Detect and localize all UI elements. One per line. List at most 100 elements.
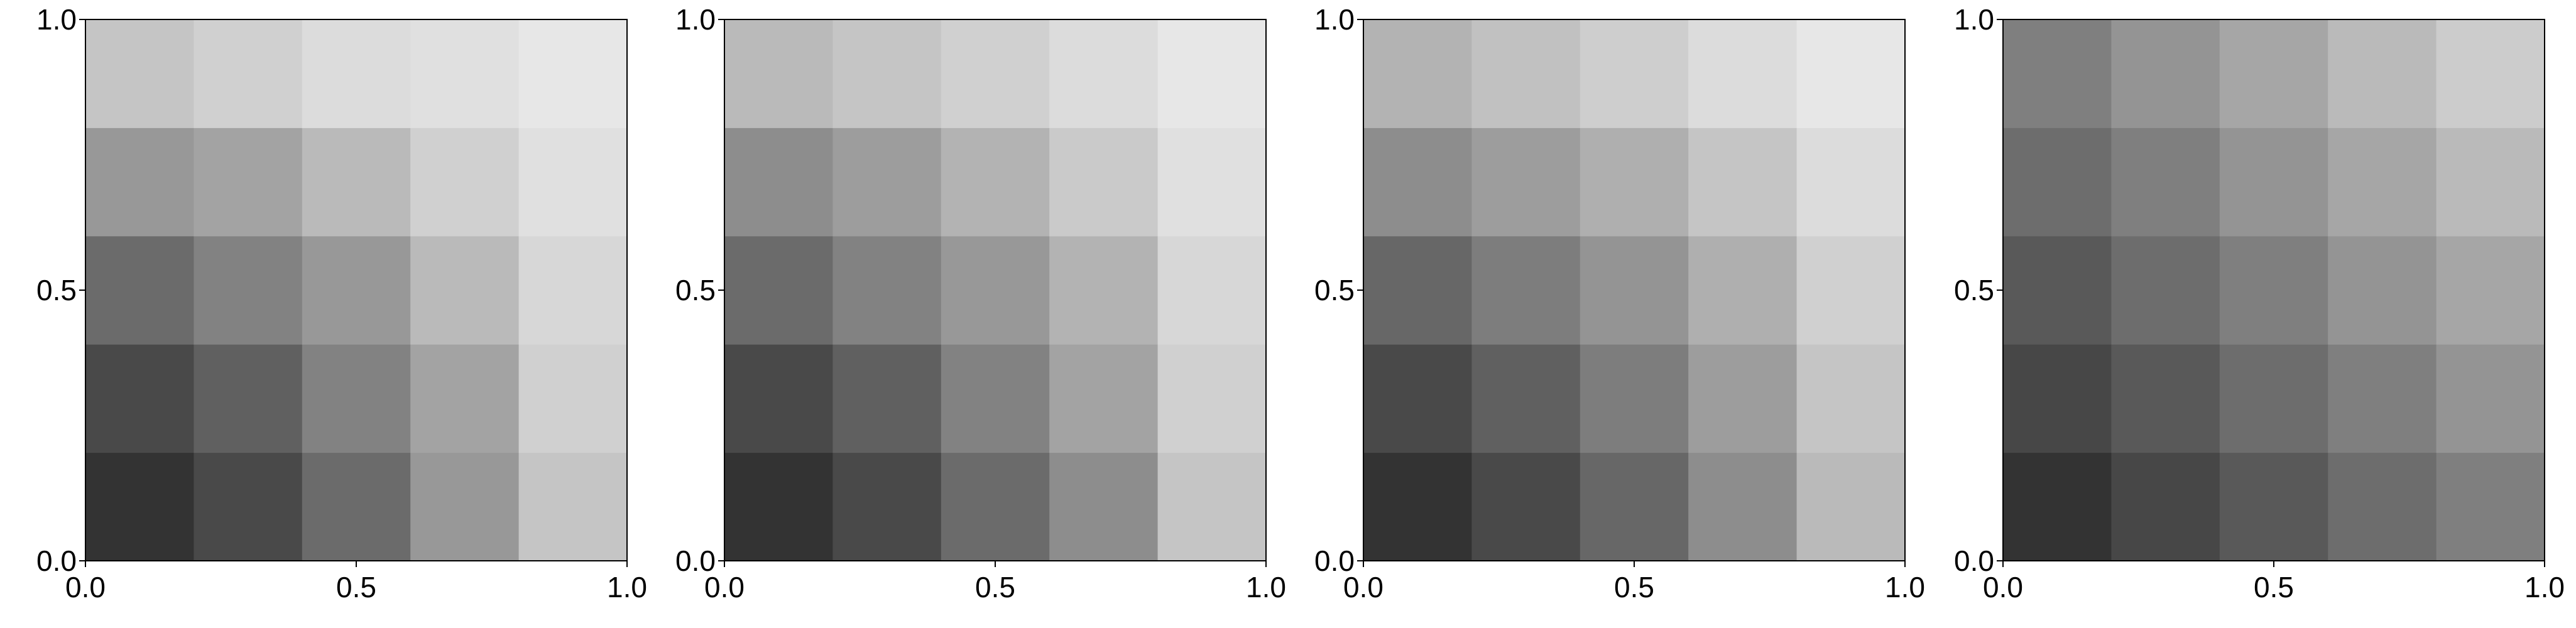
heatmap-cell (302, 236, 411, 345)
heatmap-cell (1471, 452, 1581, 561)
x-tick-label: 0.5 (2254, 571, 2294, 604)
heatmap-cell (1580, 344, 1689, 453)
heatmap-cell (1688, 452, 1798, 561)
heatmap-cell (2328, 127, 2437, 237)
heatmap-cell (85, 452, 194, 561)
heatmap-cell (2003, 452, 2112, 561)
heatmap-cell (1157, 127, 1267, 237)
heatmap-cell (1049, 127, 1159, 237)
heatmap-cell (2219, 452, 2328, 561)
heatmap-cell (302, 452, 411, 561)
heatmap-cell (518, 127, 628, 237)
x-tick-label: 0.5 (336, 571, 376, 604)
heatmap-cell (518, 236, 628, 345)
heatmap-cell (194, 19, 303, 128)
heatmap-cell (1580, 452, 1689, 561)
heatmap-cell (2003, 236, 2112, 345)
heatmap-cell (302, 344, 411, 453)
y-tick-label: 1.0 (1314, 3, 1355, 36)
heatmap-cell (832, 452, 942, 561)
heatmap-cell (194, 236, 303, 345)
heatmap-cell (941, 127, 1050, 237)
y-tick-label: 0.0 (36, 544, 77, 577)
heatmap-cell (724, 19, 833, 128)
heatmap-cell (1363, 236, 1472, 345)
heatmap-cell (832, 127, 942, 237)
heatmap-cell (2003, 127, 2112, 237)
heatmap-cell (1471, 236, 1581, 345)
y-tick-label: 0.0 (1314, 544, 1355, 577)
x-tick-label: 0.0 (704, 571, 745, 604)
heatmap-cell (194, 452, 303, 561)
x-tick-label: 0.0 (1343, 571, 1384, 604)
heatmap-cell (2111, 344, 2220, 453)
heatmap-cell (1688, 19, 1798, 128)
y-tick-label: 1.0 (675, 3, 716, 36)
y-tick-label: 0.5 (1954, 274, 1994, 306)
heatmap-cell (1796, 127, 1906, 237)
y-tick-label: 0.0 (675, 544, 716, 577)
heatmap-cell (85, 236, 194, 345)
heatmap-cell (1580, 19, 1689, 128)
heatmap-cell (1688, 236, 1798, 345)
x-tick-label: 0.0 (1983, 571, 2023, 604)
heatmap-cell (302, 127, 411, 237)
heatmap-cell (1049, 19, 1159, 128)
heatmap-cell (2219, 19, 2328, 128)
heatmap-cell (1471, 19, 1581, 128)
heatmap-cell (1796, 452, 1906, 561)
heatmap-cell (410, 19, 520, 128)
heatmap-cell (1049, 236, 1159, 345)
heatmap-cell (2436, 19, 2545, 128)
heatmap-cell (941, 19, 1050, 128)
y-tick-label: 0.5 (675, 274, 716, 306)
heatmap-cell (2436, 127, 2545, 237)
heatmap-cell (724, 344, 833, 453)
heatmap-cell (1688, 344, 1798, 453)
heatmap-cell (2219, 344, 2328, 453)
heatmap-cell (1363, 127, 1472, 237)
heatmap-cell (2219, 236, 2328, 345)
heatmap-cell (724, 236, 833, 345)
heatmap-cell (410, 452, 520, 561)
heatmap-cell (832, 236, 942, 345)
heatmap-cell (941, 344, 1050, 453)
heatmap-cell (832, 344, 942, 453)
heatmap-cell (410, 236, 520, 345)
heatmap-cell (85, 127, 194, 237)
heatmap-cell (302, 19, 411, 128)
heatmap-cell (1471, 127, 1581, 237)
x-tick-label: 0.0 (65, 571, 106, 604)
heatmap-cell (2003, 344, 2112, 453)
y-tick-label: 1.0 (36, 3, 77, 36)
heatmap-cell (1688, 127, 1798, 237)
x-tick-label: 1.0 (2524, 571, 2565, 604)
heatmap-cell (724, 452, 833, 561)
heatmap-cell (1580, 236, 1689, 345)
heatmap-cell (1363, 344, 1472, 453)
heatmap-cell (2328, 452, 2437, 561)
heatmap-cell (832, 19, 942, 128)
heatmap-cell (410, 127, 520, 237)
x-tick-label: 0.5 (975, 571, 1015, 604)
heatmap-cell (518, 452, 628, 561)
heatmap-cell (518, 344, 628, 453)
heatmap-cell (1471, 344, 1581, 453)
x-tick-label: 1.0 (1246, 571, 1286, 604)
heatmap-cell (85, 344, 194, 453)
heatmap-cell (2436, 236, 2545, 345)
heatmap-cell (1049, 452, 1159, 561)
heatmap-cell (2111, 452, 2220, 561)
heatmap-cell (2111, 127, 2220, 237)
y-tick-label: 0.5 (36, 274, 77, 306)
y-tick-label: 0.0 (1954, 544, 1994, 577)
x-tick-label: 1.0 (1885, 571, 1925, 604)
heatmap-cell (1796, 344, 1906, 453)
heatmap-cell (2328, 19, 2437, 128)
heatmap-cell (518, 19, 628, 128)
heatmap-cell (194, 344, 303, 453)
heatmap-cell (2219, 127, 2328, 237)
heatmap-cell (1363, 452, 1472, 561)
y-tick-label: 1.0 (1954, 3, 1994, 36)
